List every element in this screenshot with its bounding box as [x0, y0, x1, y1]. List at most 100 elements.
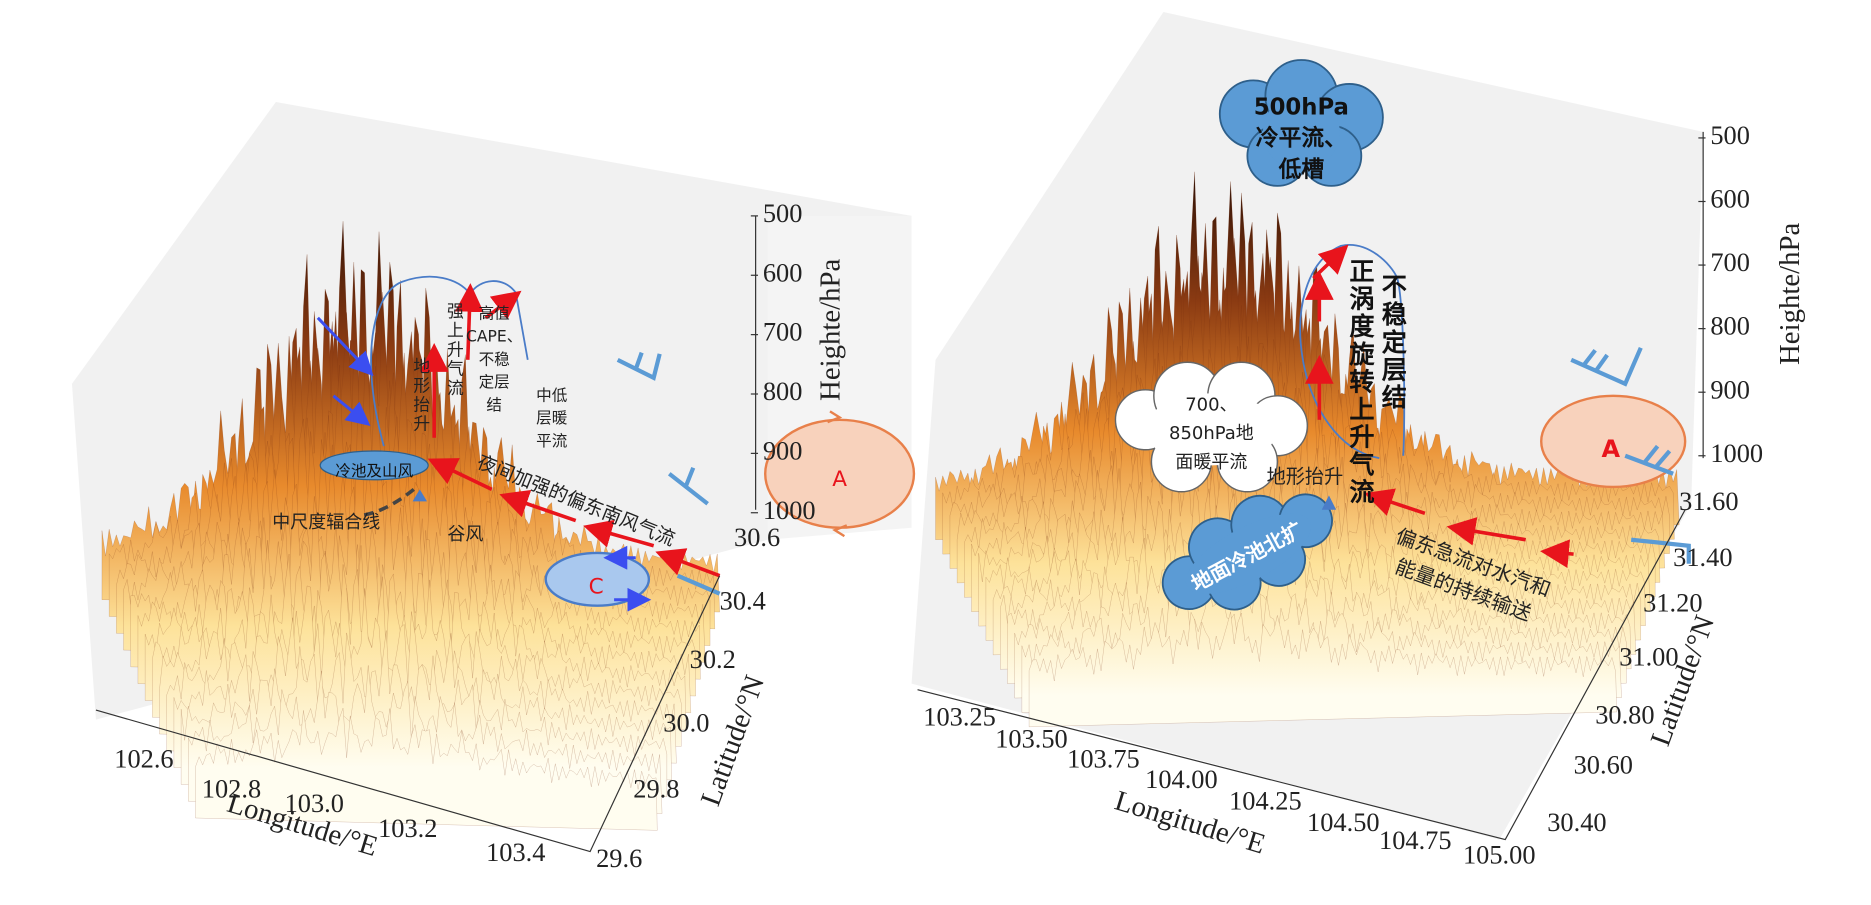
y-tick-label: 30.40: [1547, 807, 1606, 837]
annotation: 强上升气流: [444, 302, 464, 398]
annotation-text: 定层: [479, 373, 510, 391]
arrow: [827, 410, 843, 424]
z-tick-label: 700: [1710, 247, 1750, 277]
z-tick-label: 600: [763, 257, 803, 287]
x-tick-label: 103.0: [285, 788, 344, 818]
z-tick-label: 900: [763, 435, 803, 465]
annotation-text: 中尺度辐合线: [272, 512, 380, 533]
y-tick-label: 31.20: [1643, 588, 1702, 618]
y-tick-label: 31.40: [1673, 542, 1732, 572]
y-tick-label: 29.8: [633, 774, 679, 804]
annotation: 高值 CAPE、不稳定层结: [466, 305, 522, 414]
annotation-text: 700、: [1185, 394, 1237, 415]
annotation: 正涡度旋转上升气流: [1346, 258, 1376, 506]
annotation: 中尺度辐合线: [272, 512, 380, 533]
x-tick-label: 104.00: [1145, 764, 1218, 794]
z-tick-label: 500: [763, 198, 803, 228]
annotation: 地形抬升: [1267, 465, 1344, 488]
z-axis-label: Heighte/hPa: [815, 259, 847, 401]
x-tick-label: 104.50: [1307, 807, 1380, 837]
annotation: 谷风: [447, 524, 483, 545]
content: 500 600 700 800 900 1000 Heighte/hPa 30.6 30.4 30…: [71, 11, 1806, 873]
annotation: C: [589, 575, 604, 600]
cloud: [1218, 59, 1384, 187]
annotation-text: 冷平流、: [1256, 125, 1347, 152]
x-tick-label: 105.00: [1463, 840, 1536, 870]
annotation: A: [832, 467, 847, 492]
x-tick-label: 103.75: [1067, 744, 1140, 774]
annotation-text: 平流: [536, 432, 568, 450]
annotation-text: 500hPa: [1254, 94, 1349, 120]
x-tick-label: 102.8: [202, 774, 261, 804]
cloud: [1161, 493, 1333, 611]
x-tick-label: 103.2: [378, 813, 437, 843]
annotation-text: 低槽: [1278, 157, 1325, 183]
z-tick-label: 600: [1710, 184, 1750, 214]
z-tick-label: 1000: [763, 495, 816, 525]
annotation-text: 地形抬升: [1267, 465, 1344, 488]
annotation-text: 面暖平流: [1175, 452, 1247, 473]
y-tick-label: 30.0: [663, 708, 709, 738]
updraft-outline: [1299, 244, 1406, 460]
annotation: 冷池及山风: [335, 462, 413, 480]
z-tick-label: 800: [763, 376, 803, 406]
annotation: 不稳定层结: [1378, 273, 1407, 411]
cloud: [1114, 361, 1309, 493]
annotation-text: 不稳定层结: [1378, 273, 1407, 411]
annotation-text: 地形抬升: [411, 357, 431, 434]
x-tick-label: 102.6: [114, 744, 173, 774]
y-tick-label: 31.00: [1619, 642, 1678, 672]
annotation-text: 正涡度旋转上升气流: [1346, 258, 1376, 506]
y-tick-label: 30.4: [720, 585, 766, 615]
y-tick-label: 30.2: [690, 644, 736, 674]
terrain-ridge: [195, 708, 658, 831]
marker: [412, 489, 427, 502]
y-tick-label: 30.6: [734, 522, 780, 552]
marker: [1321, 495, 1337, 510]
z-axis-label: Heighte/hPa: [1774, 223, 1806, 365]
x-tick-label: 104.25: [1229, 786, 1302, 816]
z-tick-label: 800: [1710, 311, 1750, 341]
axis-line: [95, 215, 757, 853]
x-tick-label: 103.25: [923, 702, 996, 732]
z-tick-label: 900: [1710, 374, 1750, 404]
convergence-line: [359, 487, 415, 518]
x-tick-label: 103.50: [995, 723, 1068, 753]
y-tick-label: 30.80: [1595, 699, 1654, 729]
airflow-arrow: [419, 244, 1574, 578]
annotation-text: 强上升气流: [444, 302, 464, 398]
z-tick-label: 700: [763, 317, 803, 347]
annotation: 500hPa 冷平流、低槽: [1254, 94, 1349, 182]
annotation-text: 850hPa地: [1169, 423, 1254, 444]
x-tick-label: 103.4: [486, 837, 545, 867]
y-axis-label: Latitude/°N: [1644, 611, 1721, 750]
arrow: [832, 524, 848, 538]
annotation-text: 中低: [536, 386, 568, 404]
annotation-text: A: [1602, 435, 1621, 463]
annotation: 地形抬升: [411, 357, 431, 434]
annotation-text: 谷风: [447, 524, 483, 545]
annotation-text: 高值: [479, 305, 510, 323]
annotation-text: CAPE、: [466, 328, 522, 346]
y-axis-label: Latitude/°N: [694, 671, 771, 810]
annotation-text: C: [589, 575, 604, 600]
y-tick-label: 31.60: [1679, 486, 1738, 516]
x-tick-label: 104.75: [1379, 825, 1452, 855]
terrain-ridge: [1028, 611, 1617, 728]
annotation-text: 不稳: [479, 350, 510, 368]
z-tick-label: 1000: [1710, 438, 1763, 468]
annotation: A: [1602, 435, 1621, 463]
z-tick-label: 500: [1710, 120, 1750, 150]
annotation-text: 层暖: [536, 409, 568, 427]
y-tick-label: 30.60: [1574, 750, 1633, 780]
axis-line: [917, 131, 1704, 841]
annotation-text: A: [832, 467, 847, 492]
y-tick-label: 29.6: [596, 843, 642, 873]
annotation-text: 结: [486, 396, 502, 414]
annotation-text: 冷池及山风: [335, 462, 413, 480]
wind-arrow: [316, 316, 652, 612]
